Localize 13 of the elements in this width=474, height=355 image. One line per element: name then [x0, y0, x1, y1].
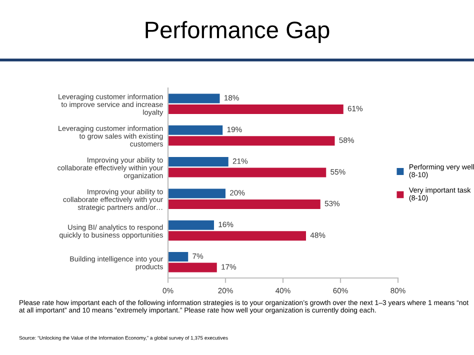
bar [168, 104, 344, 114]
bar [168, 262, 217, 272]
bar [168, 125, 223, 135]
bar [168, 168, 326, 178]
bar [168, 136, 335, 146]
chart-title: Performance Gap [146, 21, 330, 44]
bar [168, 94, 220, 104]
bar [168, 252, 188, 262]
bar [168, 188, 226, 198]
bar [168, 220, 214, 230]
bar [168, 231, 306, 241]
bar [168, 199, 320, 209]
bar [168, 157, 228, 167]
